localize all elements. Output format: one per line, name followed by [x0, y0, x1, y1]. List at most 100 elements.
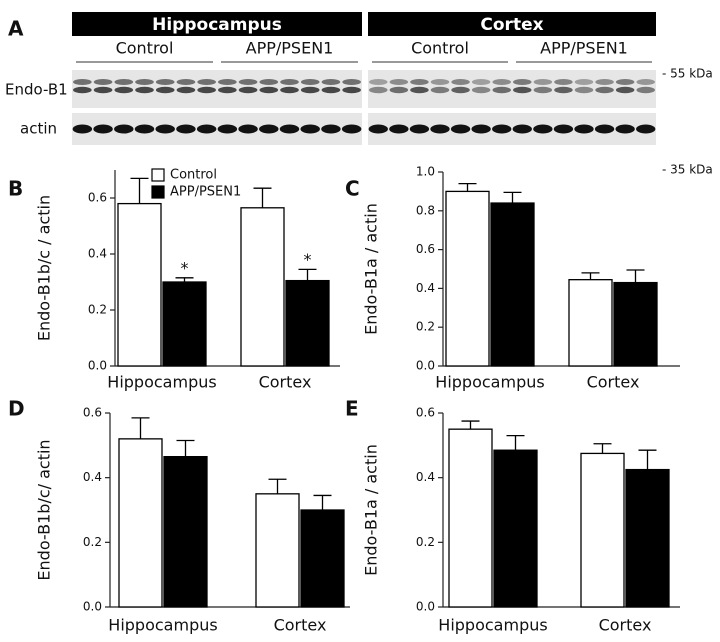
bar: [240, 207, 285, 367]
band: [533, 79, 553, 85]
band: [450, 124, 471, 134]
band: [218, 86, 237, 94]
error-bar: [175, 277, 194, 282]
legend-label: APP/PSEN1: [170, 185, 241, 200]
band: [114, 79, 134, 85]
region-bar: [72, 12, 362, 36]
bar: [493, 449, 538, 608]
band: [451, 86, 470, 94]
y-tick-label: 1.0: [416, 165, 435, 179]
band: [389, 124, 409, 134]
marker-label: - 55 kDa: [662, 67, 713, 81]
band: [135, 79, 154, 85]
error-bar: [461, 420, 480, 430]
x-tick-label: Hippocampus: [438, 616, 547, 635]
band: [533, 86, 553, 94]
panel-letter: E: [345, 397, 359, 421]
band: [135, 86, 154, 94]
error-bar: [176, 439, 195, 457]
y-tick-label: 0.6: [83, 406, 102, 420]
panel-letter: B: [8, 177, 23, 201]
bar: [255, 493, 300, 608]
band: [636, 79, 655, 85]
band: [176, 79, 196, 85]
region-title: Cortex: [480, 15, 543, 35]
band: [238, 79, 258, 85]
band: [615, 79, 635, 85]
band: [574, 124, 594, 134]
band: [492, 86, 511, 94]
band: [218, 79, 237, 85]
bar: [568, 279, 613, 367]
band: [259, 79, 279, 85]
bar: [580, 452, 625, 608]
error-bar: [626, 269, 645, 283]
error-bar: [503, 191, 522, 204]
y-tick-label: 0.6: [416, 242, 435, 256]
band: [471, 79, 491, 85]
significance-mark: *: [304, 250, 312, 269]
legend-swatch: [151, 168, 165, 182]
band: [389, 86, 409, 94]
error-bar: [253, 187, 272, 208]
band: [554, 79, 573, 85]
y-tick-label: 0.0: [416, 359, 435, 373]
x-tick-label: Cortex: [259, 373, 312, 392]
band: [636, 86, 655, 94]
error-bar: [298, 268, 317, 281]
legend-label: Control: [170, 168, 217, 183]
band: [176, 86, 196, 94]
band: [513, 79, 532, 85]
error-bar: [268, 478, 287, 494]
y-tick-label: 0.4: [416, 470, 435, 484]
band: [93, 86, 113, 94]
band: [238, 124, 258, 134]
y-tick-label: 0.2: [88, 303, 107, 317]
band: [492, 79, 511, 85]
row-label: actin: [20, 120, 57, 138]
band: [279, 124, 300, 134]
band: [512, 124, 532, 134]
band: [114, 124, 134, 134]
band: [176, 124, 196, 134]
band: [73, 86, 92, 94]
band: [430, 124, 450, 134]
band: [73, 79, 92, 85]
error-bar: [458, 182, 477, 192]
y-tick-label: 0.4: [416, 281, 435, 295]
group-label: Control: [411, 39, 469, 58]
panel-letter: D: [8, 397, 25, 421]
panel-letter: A: [8, 17, 24, 41]
bar: [445, 190, 490, 367]
bar: [300, 509, 345, 608]
y-tick-label: 0.0: [416, 600, 435, 614]
blot-images: [72, 70, 656, 145]
group-label: APP/PSEN1: [540, 39, 628, 58]
band: [615, 86, 635, 94]
y-axis-label: Endo-B1a / actin: [362, 444, 381, 576]
marker-label: - 35 kDa: [662, 163, 713, 177]
group-label: APP/PSEN1: [246, 39, 334, 58]
x-tick-label: Cortex: [599, 616, 652, 635]
significance-mark: *: [181, 258, 189, 277]
bar: [117, 202, 162, 367]
y-tick-label: 0.2: [83, 535, 102, 549]
band: [636, 124, 656, 134]
band: [492, 124, 512, 134]
band: [72, 124, 93, 134]
band: [93, 124, 113, 134]
band: [595, 86, 614, 94]
band: [238, 86, 258, 94]
band: [595, 79, 614, 85]
y-tick-label: 0.0: [83, 600, 102, 614]
region-bar: [368, 12, 656, 36]
band: [410, 86, 429, 94]
region-title: Hippocampus: [152, 15, 282, 35]
error-bar: [131, 417, 150, 439]
y-tick-label: 0.6: [416, 406, 435, 420]
error-bar: [593, 443, 612, 454]
y-tick-label: 0.0: [88, 359, 107, 373]
x-tick-label: Hippocampus: [108, 616, 217, 635]
band: [369, 86, 388, 94]
